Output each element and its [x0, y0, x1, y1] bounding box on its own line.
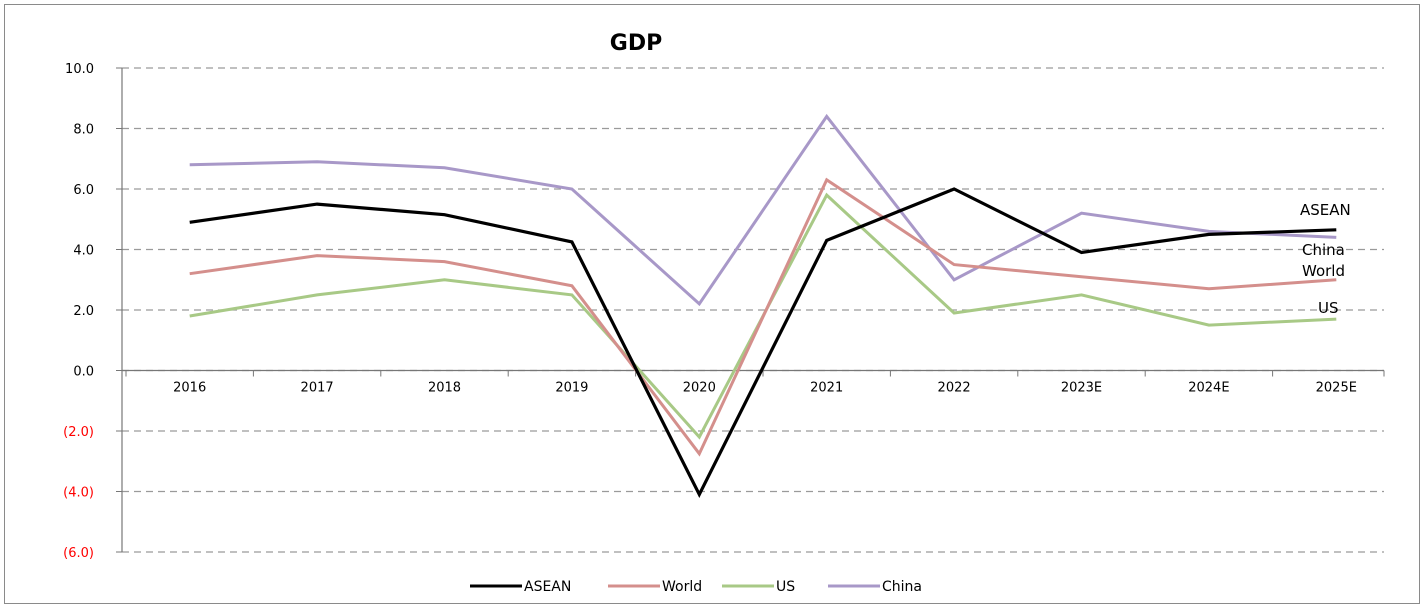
legend-label: ASEAN [524, 579, 571, 595]
x-tick-label: 2019 [555, 381, 588, 396]
series-line-china [189, 113, 1337, 307]
y-tick-label: 10.0 [65, 62, 94, 77]
x-tick-label: 2023E [1061, 381, 1102, 396]
axes [116, 67, 1385, 553]
legend-label: World [662, 579, 702, 595]
chart-frame [4, 4, 1420, 604]
legend-item-us: US [722, 579, 795, 595]
y-tick-label: 0.0 [73, 365, 94, 380]
legend-item-china: China [828, 579, 922, 595]
end-label-world: World [1302, 262, 1345, 280]
x-tick-labels: 2016 2017 2018 2019 2020 2021 2022 2023E 2024E 20… [173, 381, 1357, 396]
y-tick-label: 4.0 [73, 244, 94, 259]
x-tick-label: 2022 [938, 381, 971, 396]
gridlines [122, 67, 1384, 553]
chart-title: GDP [610, 31, 662, 56]
x-tick-label: 2017 [301, 381, 334, 396]
legend-item-world: World [608, 579, 702, 595]
y-tick-label: 8.0 [73, 123, 94, 138]
end-label-asean: ASEAN [1300, 201, 1351, 219]
x-tick-label: 2018 [428, 381, 461, 396]
y-tick-labels: 10.0 8.0 6.0 4.0 2.0 0.0 (2.0) (4.0) (6.0) [63, 62, 94, 561]
series-lines [189, 113, 1337, 499]
y-tick-label: (6.0) [63, 546, 94, 561]
legend-label: US [776, 579, 795, 595]
series-end-labels: ASEAN China World US [1300, 201, 1351, 317]
x-tick-label: 2016 [173, 381, 206, 396]
end-label-us: US [1318, 299, 1339, 317]
x-tick-label: 2024E [1188, 381, 1229, 396]
x-tick-label: 2025E [1316, 381, 1357, 396]
series-line-asean [189, 187, 1337, 499]
x-tick-label: 2021 [810, 381, 843, 396]
legend-label: China [882, 579, 922, 595]
legend: ASEAN World US China [470, 579, 922, 595]
legend-item-asean: ASEAN [470, 579, 571, 595]
x-tick-label: 2020 [683, 381, 716, 396]
y-tick-label: 2.0 [73, 304, 94, 319]
series-line-world [189, 177, 1337, 457]
y-tick-label: (4.0) [63, 486, 94, 501]
end-label-china: China [1302, 241, 1345, 259]
y-tick-label: 6.0 [73, 183, 94, 198]
y-tick-label: (2.0) [63, 425, 94, 440]
